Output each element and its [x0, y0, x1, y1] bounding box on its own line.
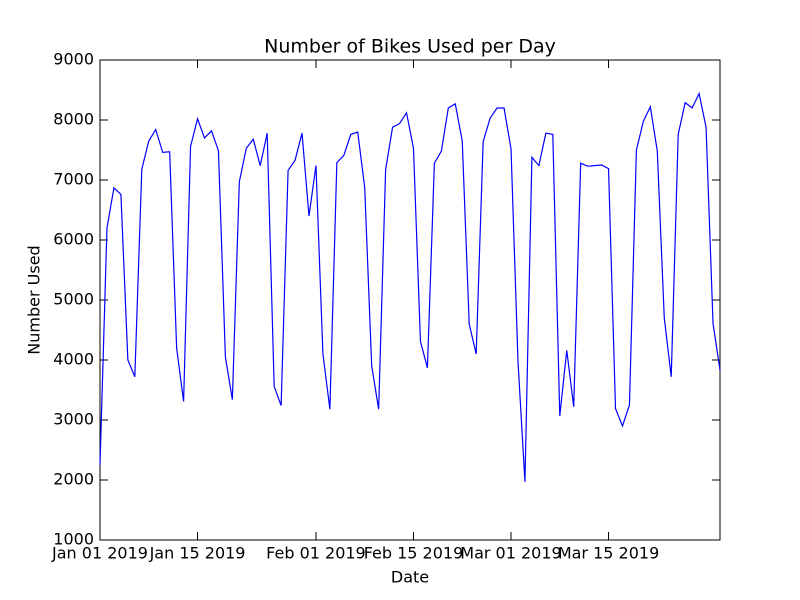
x-tick-label: Mar 01 2019	[460, 544, 561, 563]
x-tick-label: Jan 15 2019	[149, 544, 246, 563]
y-tick-label: 9000	[53, 50, 94, 69]
chart-title: Number of Bikes Used per Day	[264, 36, 556, 58]
y-tick-label: 5000	[53, 290, 94, 309]
y-axis-label: Number Used	[25, 245, 44, 354]
y-tick-label: 1000	[53, 530, 94, 549]
y-tick-label: 6000	[53, 230, 94, 249]
x-axis-label: Date	[391, 568, 429, 587]
y-tick-label: 7000	[53, 170, 94, 189]
y-tick-label: 8000	[53, 110, 94, 129]
data-line	[99, 91, 721, 482]
x-tick-label: Feb 01 2019	[266, 544, 366, 563]
x-tick-label: Feb 15 2019	[364, 544, 464, 563]
y-tick-label: 3000	[53, 410, 94, 429]
x-tick-label: Jan 01 2019	[51, 544, 148, 563]
x-tick-label: Mar 15 2019	[558, 544, 659, 563]
y-tick-label: 4000	[53, 350, 94, 369]
y-tick-label: 2000	[53, 470, 94, 489]
